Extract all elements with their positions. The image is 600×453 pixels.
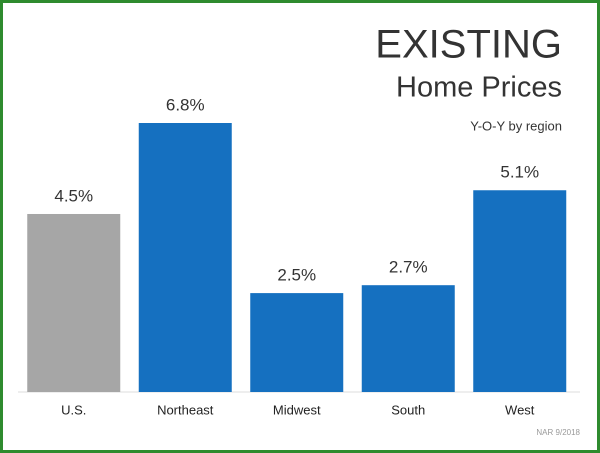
x-tick-label: South bbox=[391, 402, 425, 417]
x-tick-label: Northeast bbox=[157, 402, 214, 417]
value-label: 5.1% bbox=[500, 163, 539, 182]
bar bbox=[473, 190, 567, 392]
value-label: 2.5% bbox=[277, 266, 316, 285]
bar bbox=[250, 293, 344, 392]
source: NAR 9/2018 bbox=[536, 428, 580, 437]
x-tick-label: Midwest bbox=[273, 402, 321, 417]
bar bbox=[361, 285, 455, 392]
bar bbox=[138, 123, 232, 392]
x-tick-label: West bbox=[505, 402, 535, 417]
chart-subtitle: Home Prices bbox=[396, 72, 562, 104]
value-label: 2.7% bbox=[389, 258, 428, 277]
value-label: 4.5% bbox=[54, 186, 93, 205]
bar bbox=[27, 213, 121, 392]
value-label: 6.8% bbox=[166, 95, 205, 114]
chart-title: EXISTING bbox=[375, 23, 562, 67]
annotation: Y-O-Y by region bbox=[470, 118, 562, 133]
x-tick-label: U.S. bbox=[61, 402, 86, 417]
